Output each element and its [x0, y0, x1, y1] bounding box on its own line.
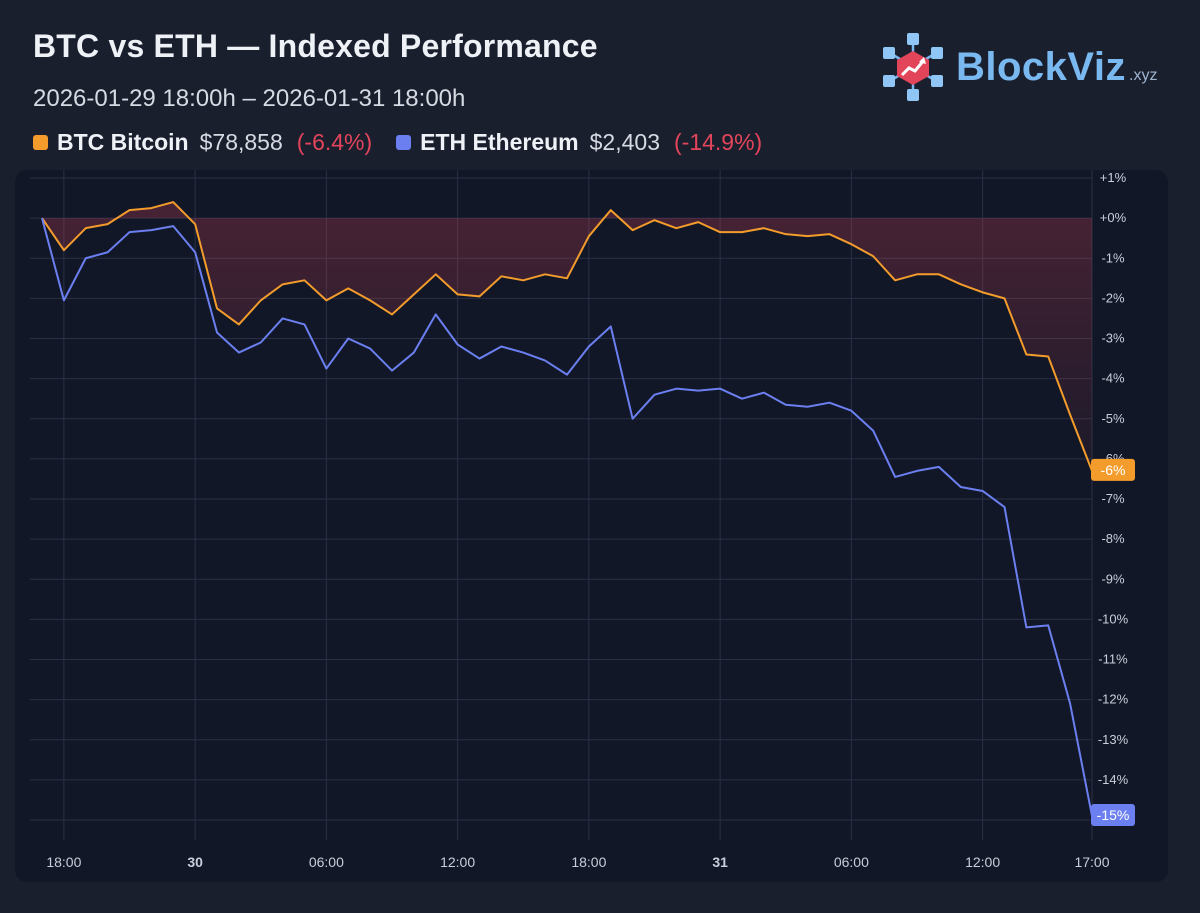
end-value-label-eth: -15% [1097, 807, 1130, 823]
series-line-eth [41, 217, 1093, 817]
legend-price: $78,858 [199, 128, 283, 155]
x-tick-label: 31 [712, 854, 728, 870]
y-tick-label: -11% [1098, 652, 1128, 667]
line-chart: +1% +0% -1% -2% -3% -4% -5% -6% -7% -8% -9% -10% -11… [30, 170, 1135, 870]
chart-panel: +1% +0% -1% -2% -3% -4% -5% -6% -7% -8% -9% -10% -11… [15, 170, 1168, 882]
legend-swatch-eth [396, 134, 412, 150]
logo-name: BlockViz [956, 44, 1126, 89]
x-tick-label: 06:00 [834, 854, 869, 870]
blockchain-cube-icon [883, 33, 943, 101]
y-tick-label: -13% [1098, 732, 1129, 747]
blockviz-logo[interactable]: BlockViz .xyz [878, 28, 1157, 106]
y-tick-label: -5% [1101, 411, 1125, 426]
x-tick-label: 12:00 [440, 854, 475, 870]
y-tick-label: -2% [1101, 290, 1125, 305]
legend-item-btc[interactable]: BTC Bitcoin $78,858 (-6.4%) [33, 129, 372, 156]
legend-price: $2,403 [589, 128, 660, 155]
legend-item-eth[interactable]: ETH Ethereum $2,403 (-14.9%) [396, 129, 762, 156]
y-tick-label: -9% [1101, 571, 1125, 586]
end-value-label-btc: -6% [1101, 462, 1126, 478]
legend-symbol: ETH Ethereum [420, 128, 579, 155]
chart-title: BTC vs ETH — Indexed Performance [33, 28, 598, 64]
shaded-drawdown-area [42, 202, 1092, 471]
x-tick-label: 17:00 [1074, 854, 1109, 870]
y-tick-label: +0% [1100, 210, 1127, 225]
y-tick-label: -7% [1101, 491, 1125, 506]
series-line-btc [41, 201, 1093, 472]
legend-change: (-6.4%) [296, 128, 373, 155]
y-tick-label: -14% [1098, 772, 1129, 787]
y-tick-label: -4% [1101, 371, 1125, 386]
x-tick-label: 18:00 [46, 854, 81, 870]
legend-symbol: BTC Bitcoin [57, 128, 189, 155]
y-tick-label: +1% [1100, 170, 1127, 185]
x-tick-label: 18:00 [571, 854, 606, 870]
x-tick-label: 06:00 [309, 854, 344, 870]
y-tick-label: -8% [1101, 531, 1125, 546]
x-tick-label: 30 [187, 854, 203, 870]
logo-tld: .xyz [1129, 67, 1158, 84]
date-range-subtitle: 2026-01-29 18:00h – 2026-01-31 18:00h [33, 85, 466, 112]
end-value-badge-eth [1091, 803, 1135, 826]
x-tick-label: 12:00 [965, 854, 1000, 870]
end-value-badge-btc [1091, 458, 1135, 481]
y-tick-label: -12% [1098, 692, 1129, 707]
legend: BTC Bitcoin $78,858 (-6.4%) ETH Ethereum… [33, 127, 786, 157]
y-tick-label: -10% [1098, 611, 1129, 626]
y-tick-label: -3% [1101, 331, 1125, 346]
legend-swatch-btc [33, 134, 48, 150]
y-tick-label: -1% [1101, 250, 1125, 265]
legend-change: (-14.9%) [674, 128, 763, 155]
